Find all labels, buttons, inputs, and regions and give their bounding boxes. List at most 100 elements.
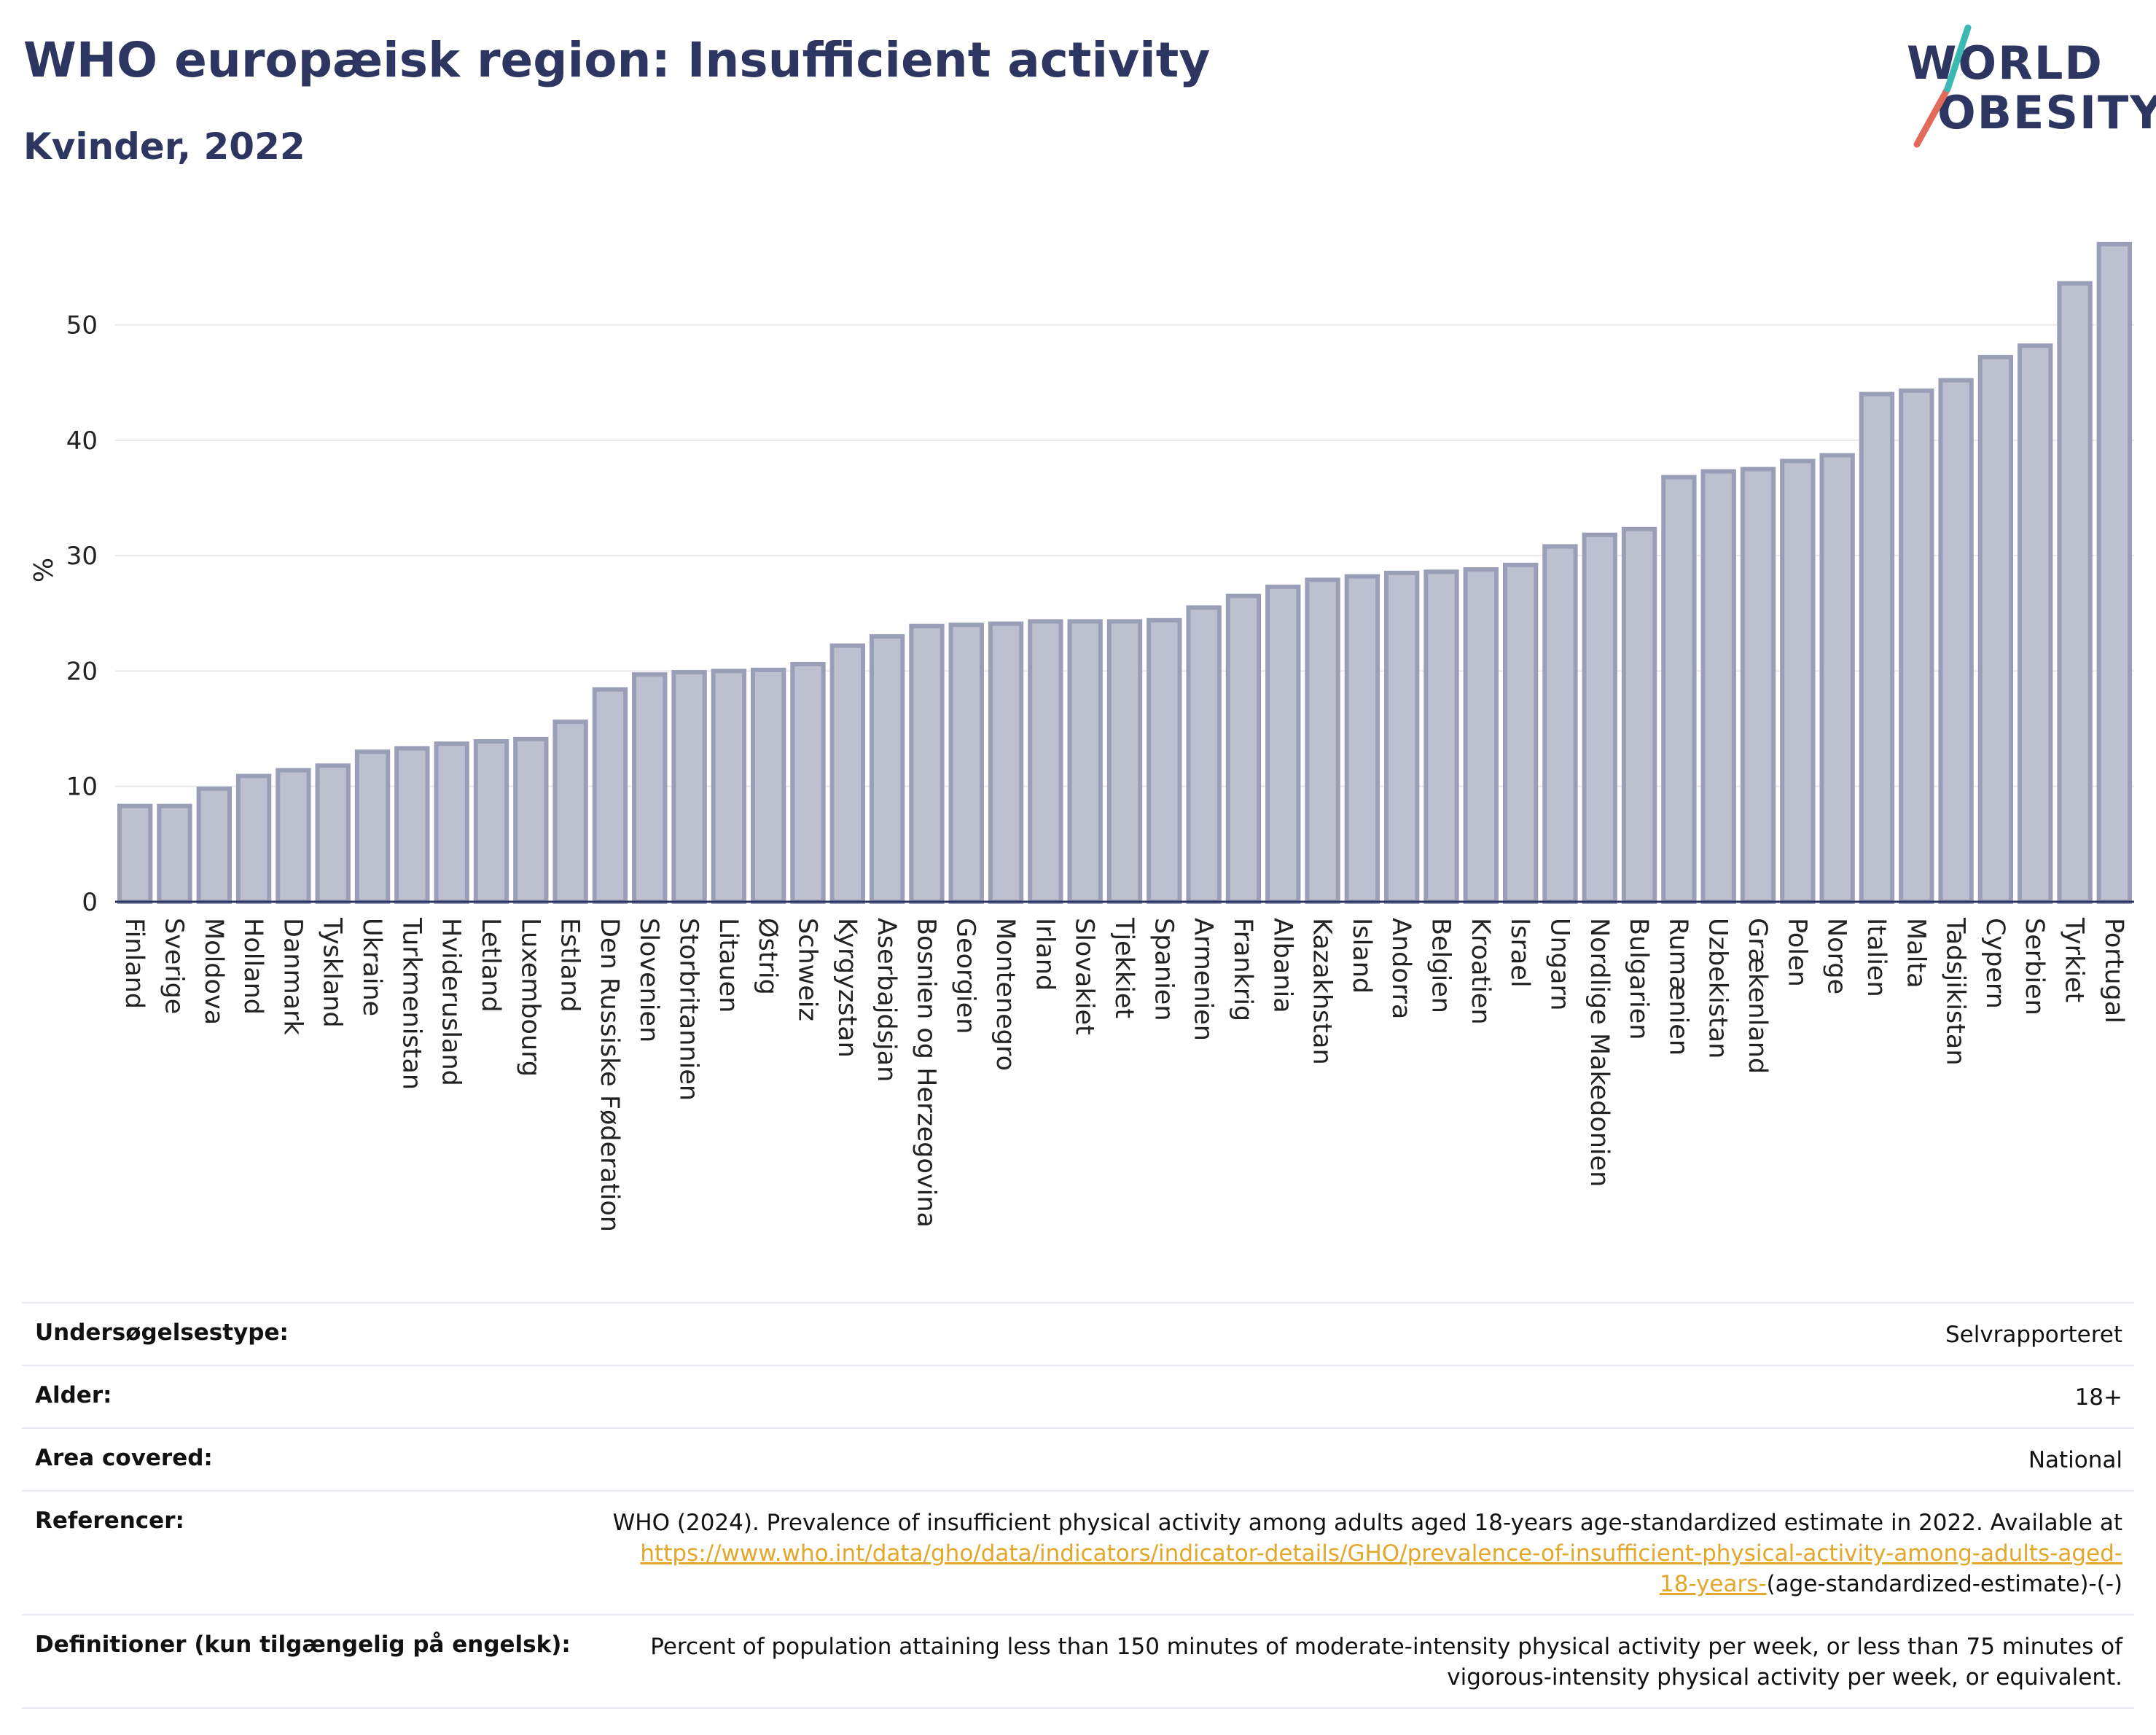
bar	[1977, 354, 2014, 904]
bar	[1147, 617, 1182, 904]
x-tick-label: Sverige	[159, 918, 188, 1014]
y-axis-label: %	[29, 558, 59, 582]
bar	[354, 749, 391, 905]
logo-line1: WORLD	[1907, 36, 2104, 90]
x-tick-label: Andorra	[1386, 918, 1415, 1019]
reference-link-continued[interactable]: 18-years-	[1659, 1571, 1767, 1597]
bar	[909, 623, 945, 904]
x-tick-label: Uzbekistan	[1703, 918, 1733, 1058]
x-tick-label: Georgien	[951, 918, 980, 1034]
x-tick-label: Østrig	[753, 918, 782, 995]
y-tick-label: 50	[66, 311, 98, 340]
bar	[592, 687, 628, 904]
x-tick-label: Schweiz	[792, 918, 821, 1021]
bar	[1859, 391, 1895, 905]
x-tick-label: Grækenland	[1743, 918, 1772, 1074]
survey-value: Selvrapporteret	[1945, 1322, 2122, 1348]
survey-label: Undersøgelsestype:	[35, 1319, 289, 1346]
x-tick-label: Kyrgyzstan	[832, 918, 862, 1058]
bar	[1344, 574, 1380, 904]
bar	[1384, 570, 1420, 905]
bar	[1542, 544, 1578, 904]
age-value: 18+	[2074, 1384, 2122, 1411]
x-tick-label: Kroatien	[1466, 918, 1495, 1025]
definition-line-1: Percent of population attaining less tha…	[650, 1634, 2122, 1660]
x-tick-label: Frankrig	[1228, 918, 1257, 1021]
info-table: Undersøgelsestype: Selvrapporteret Alder…	[22, 1302, 2134, 1709]
bar	[1899, 388, 1934, 904]
x-tick-label: Bosnien og Herzegovina	[911, 918, 940, 1228]
x-tick-label: Holland	[238, 918, 267, 1015]
bar	[1780, 459, 1816, 904]
bar-chart: 0 10 20 30 40 50 Finland Sverige Moldova Holland D…	[0, 182, 2156, 1276]
info-row-references: Referencer: WHO (2024). Prevalence of in…	[22, 1490, 2134, 1614]
bar	[1067, 619, 1103, 904]
x-tick-label: Cypern	[1980, 918, 2009, 1009]
x-tick-label: Tyskland	[318, 917, 347, 1028]
bar	[315, 763, 351, 905]
x-tick-label: Malta	[1901, 918, 1930, 989]
chart-title: WHO europæisk region: Insufficient activ…	[23, 32, 1211, 88]
bar	[988, 621, 1024, 904]
x-tick-label: Storbritannien	[674, 918, 703, 1101]
x-tick-label: Moldova	[199, 918, 228, 1025]
x-tick-label: Italien	[1862, 918, 1891, 997]
x-tick-label: Luxembourg	[515, 918, 544, 1077]
bar	[1661, 475, 1697, 905]
bar	[750, 667, 786, 905]
x-tick-label: Rumænien	[1663, 918, 1692, 1056]
reference-text: WHO (2024). Prevalence of insufficient p…	[612, 1510, 2122, 1536]
bar	[1819, 453, 1855, 904]
bar	[552, 720, 588, 904]
bars	[117, 241, 2133, 905]
world-obesity-logo: WORLD OBESITY	[1895, 22, 2156, 153]
bar	[117, 803, 153, 905]
x-tick-label: Albania	[1268, 918, 1297, 1013]
x-tick-label: Island	[1347, 918, 1376, 994]
logo-line2: OBESITY	[1937, 86, 2156, 139]
info-row-area: Area covered: National	[22, 1427, 2134, 1490]
bar	[2096, 241, 2133, 905]
bar	[1186, 605, 1222, 904]
bar	[1463, 567, 1499, 904]
bar	[1225, 593, 1262, 904]
x-tick-label: Ukraine	[357, 918, 386, 1016]
x-tick-label: Israel	[1505, 918, 1534, 988]
definitions-label: Definitioner (kun tilgængelig på engelsk…	[35, 1631, 571, 1658]
x-tick-label: Bulgarien	[1624, 918, 1653, 1040]
logo-slash-icon	[1913, 24, 1972, 148]
x-tick-label: Finland	[120, 918, 149, 1009]
bar	[869, 633, 905, 904]
x-tick-label: Hviderusland	[437, 918, 466, 1086]
x-tick-label: Irland	[1030, 918, 1059, 991]
x-tick-label: Serbien	[2020, 918, 2049, 1015]
area-label: Area covered:	[35, 1445, 213, 1471]
bar	[1423, 569, 1459, 905]
x-tick-label: Ungarn	[1544, 918, 1574, 1010]
bar	[394, 746, 430, 904]
x-tick-label: Nordlige Makedonien	[1585, 918, 1614, 1187]
bar	[711, 668, 747, 905]
x-tick-label: Estland	[555, 918, 585, 1013]
bar	[1502, 562, 1539, 904]
bar	[1938, 378, 1974, 905]
x-tick-label: Danmark	[278, 918, 307, 1036]
info-row-definitions: Definitioner (kun tilgængelig på engelsk…	[22, 1614, 2134, 1709]
bar	[2057, 281, 2093, 905]
x-tick-label: Norge	[1822, 918, 1851, 994]
references-value: WHO (2024). Prevalence of insufficient p…	[613, 1508, 2122, 1599]
bar	[434, 741, 469, 904]
reference-tail: (age-standardized-estimate)-(-)	[1766, 1571, 2122, 1597]
bar	[157, 803, 192, 905]
x-tick-label: Turkmenistan	[397, 917, 426, 1090]
y-tick-label: 10	[66, 773, 98, 802]
y-tick-label: 0	[82, 888, 98, 917]
bar	[1700, 469, 1736, 904]
x-tick-label: Belgien	[1426, 918, 1456, 1013]
reference-link[interactable]: https://www.who.int/data/gho/data/indica…	[640, 1540, 2122, 1567]
bar	[948, 623, 984, 904]
x-tick-label: Litauen	[714, 918, 743, 1013]
y-tick-label: 40	[66, 426, 98, 456]
bar	[829, 643, 865, 904]
x-tick-label: Den Russiske Føderation	[595, 918, 624, 1232]
